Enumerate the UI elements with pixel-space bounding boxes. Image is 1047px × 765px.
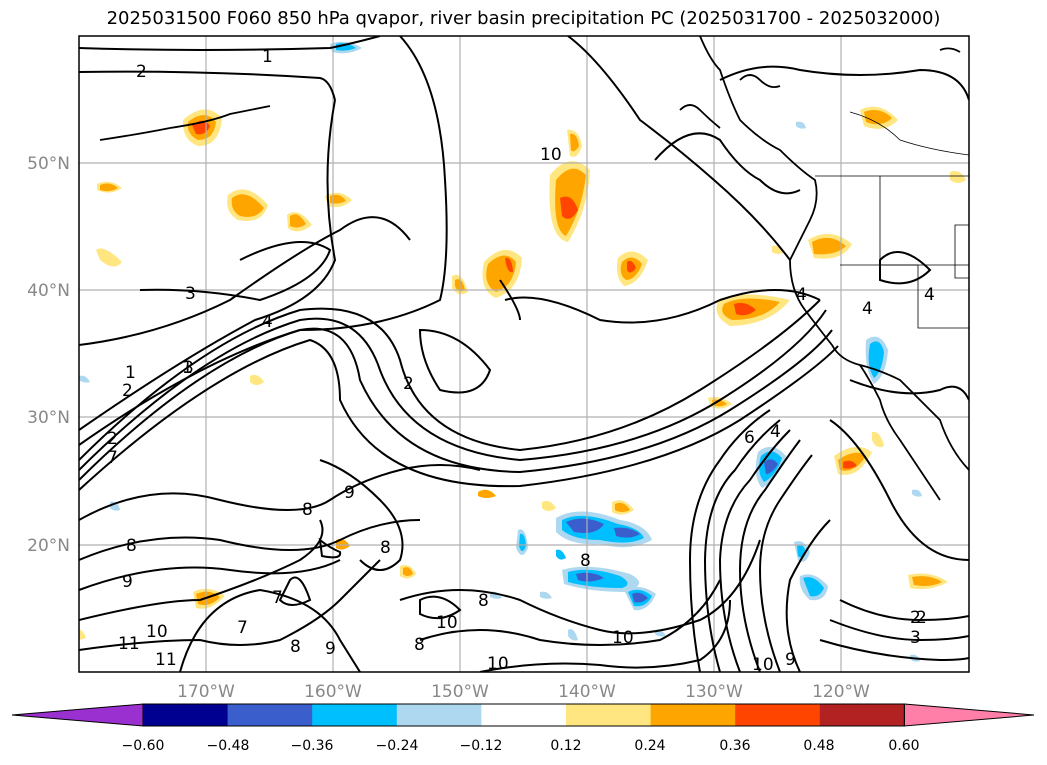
contour-label: 8 (478, 591, 489, 611)
lon-axis-labels: 170°W 160°W 150°W 140°W 130°W 120°W (177, 682, 870, 702)
coastlines (99, 36, 969, 501)
contour-label: 9 (785, 650, 796, 670)
colorbar-segment (650, 704, 736, 726)
contour-label: 2 (107, 429, 118, 449)
colorbar (11, 703, 1035, 727)
contour-label: 11 (155, 650, 177, 670)
colorbar-tick-label: 0.60 (888, 738, 919, 754)
contour-label: 10 (146, 622, 168, 642)
lon-label: 120°W (812, 682, 870, 702)
contour-label: 10 (612, 628, 634, 648)
contour-label: 4 (924, 285, 935, 305)
state-borders (815, 111, 969, 329)
contour-label: 1 (125, 363, 136, 383)
contour-label: 10 (752, 655, 774, 675)
colorbar-segment (396, 704, 482, 726)
lat-label: 20°N (27, 536, 70, 556)
contour-label: 8 (414, 635, 425, 655)
contour-label: 9 (344, 483, 355, 503)
map-title: 2025031500 F060 850 hPa qvapor, river ba… (106, 8, 941, 29)
precip-shading (79, 41, 966, 662)
colorbar-segment (735, 704, 821, 726)
colorbar-tick-label: −0.12 (460, 738, 503, 754)
contour-label: 7 (107, 448, 118, 468)
contour-label: 8 (126, 536, 137, 556)
colorbar-tick-label: −0.48 (207, 738, 250, 754)
contour-label: 10 (436, 613, 458, 633)
contour-label: 4 (862, 299, 873, 319)
colorbar-tick-label: 0.12 (550, 738, 581, 754)
lat-label: 50°N (27, 154, 70, 174)
contour-label: 1 (182, 358, 193, 378)
contour-label: 4 (770, 422, 781, 442)
contour-label: 3 (183, 358, 194, 378)
lat-label: 30°N (27, 408, 70, 428)
lon-label: 130°W (685, 682, 743, 702)
colorbar-frame (142, 703, 905, 727)
contour-label: 10 (487, 654, 509, 674)
lon-label: 150°W (431, 682, 489, 702)
contour-label: 3 (910, 628, 921, 648)
contour-label: 1 (262, 47, 273, 67)
contour-label: 6 (744, 428, 755, 448)
contour-labels: 1 2 1 2 3 4 1 2 3 2 2 7 8 9 8 9 7 7 8 8 … (107, 47, 935, 675)
contour-label: 9 (325, 639, 336, 659)
lat-axis-labels: 50°N 40°N 30°N 20°N (27, 154, 70, 556)
contour-label: 7 (237, 618, 248, 638)
contour-label: 8 (290, 637, 301, 657)
qvapor-contours (79, 36, 969, 672)
contour-label: 10 (540, 145, 562, 165)
colorbar-tick-label: 0.36 (719, 738, 750, 754)
contour-label: 4 (796, 285, 807, 305)
contour-label: 8 (302, 500, 313, 520)
colorbar-segment (819, 704, 905, 726)
colorbar-segment (566, 704, 652, 726)
contour-label: 2 (910, 608, 921, 628)
map-area (79, 36, 969, 672)
contour-label: 8 (380, 538, 391, 558)
colorbar-segment (312, 704, 398, 726)
colorbar-tick-label: 0.24 (634, 738, 665, 754)
contour-label: 7 (272, 588, 283, 608)
colorbar-extend-high (903, 703, 1035, 727)
contour-label: 9 (122, 572, 133, 592)
colorbar-tick-label: −0.60 (122, 738, 165, 754)
lon-label: 160°W (304, 682, 362, 702)
contour-label: 8 (580, 551, 591, 571)
map-frame (78, 35, 970, 673)
contour-label: 3 (185, 284, 196, 304)
colorbar-tick-label: −0.36 (291, 738, 334, 754)
contour-label: 11 (118, 634, 140, 654)
lat-label: 40°N (27, 281, 70, 301)
lon-label: 140°W (558, 682, 616, 702)
contour-label: 2 (122, 381, 133, 401)
contour-label: 4 (262, 312, 273, 332)
colorbar-segment (143, 704, 229, 726)
colorbar-segment (481, 704, 567, 726)
contour-label: 2 (916, 608, 927, 628)
colorbar-segment (227, 704, 313, 726)
contour-label: 2 (136, 62, 147, 82)
colorbar-tick-label: −0.24 (376, 738, 419, 754)
contour-label: 2 (403, 374, 414, 394)
lon-label: 170°W (177, 682, 235, 702)
colorbar-tick-label: 0.48 (803, 738, 834, 754)
colorbar-extend-low (11, 703, 144, 727)
colorbar-ticks: −0.60 −0.48 −0.36 −0.24 −0.12 0.12 0.24 … (122, 738, 920, 754)
